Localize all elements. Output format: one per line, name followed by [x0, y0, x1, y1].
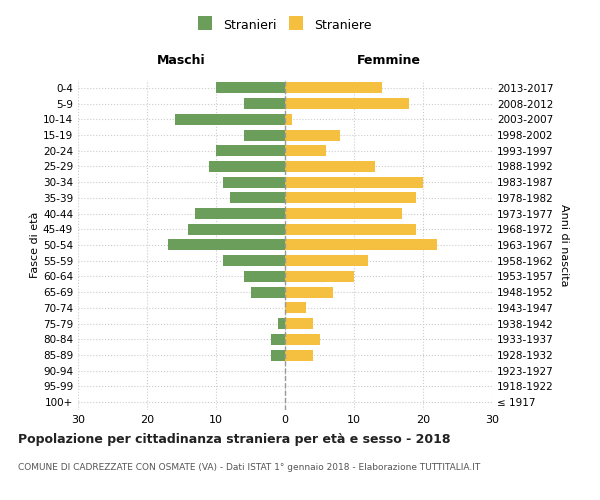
Bar	[285, 240, 437, 250]
Bar	[285, 286, 334, 298]
Bar	[216, 82, 285, 94]
Bar	[244, 271, 285, 282]
Bar	[271, 350, 285, 360]
Text: Maschi: Maschi	[157, 54, 206, 67]
Bar	[223, 255, 285, 266]
Bar	[244, 98, 285, 109]
Bar	[285, 350, 313, 360]
Bar	[196, 208, 285, 219]
Bar	[251, 286, 285, 298]
Bar	[175, 114, 285, 125]
Bar	[285, 224, 416, 235]
Bar	[230, 192, 285, 203]
Bar	[285, 318, 313, 329]
Y-axis label: Fasce di età: Fasce di età	[30, 212, 40, 278]
Bar	[285, 271, 354, 282]
Bar	[285, 114, 292, 125]
Y-axis label: Anni di nascita: Anni di nascita	[559, 204, 569, 286]
Text: Popolazione per cittadinanza straniera per età e sesso - 2018: Popolazione per cittadinanza straniera p…	[18, 432, 451, 446]
Legend: Stranieri, Straniere: Stranieri, Straniere	[193, 14, 377, 36]
Bar	[209, 161, 285, 172]
Bar	[168, 240, 285, 250]
Bar	[285, 192, 416, 203]
Bar	[285, 302, 306, 314]
Bar	[285, 255, 368, 266]
Text: Femmine: Femmine	[356, 54, 421, 67]
Bar	[285, 208, 402, 219]
Bar	[223, 176, 285, 188]
Bar	[188, 224, 285, 235]
Bar	[216, 145, 285, 156]
Bar	[244, 130, 285, 140]
Bar	[285, 98, 409, 109]
Bar	[285, 334, 320, 345]
Bar	[285, 82, 382, 94]
Bar	[271, 334, 285, 345]
Bar	[285, 161, 374, 172]
Bar	[285, 176, 423, 188]
Text: COMUNE DI CADREZZATE CON OSMATE (VA) - Dati ISTAT 1° gennaio 2018 - Elaborazione: COMUNE DI CADREZZATE CON OSMATE (VA) - D…	[18, 462, 480, 471]
Bar	[285, 130, 340, 140]
Bar	[285, 145, 326, 156]
Bar	[278, 318, 285, 329]
